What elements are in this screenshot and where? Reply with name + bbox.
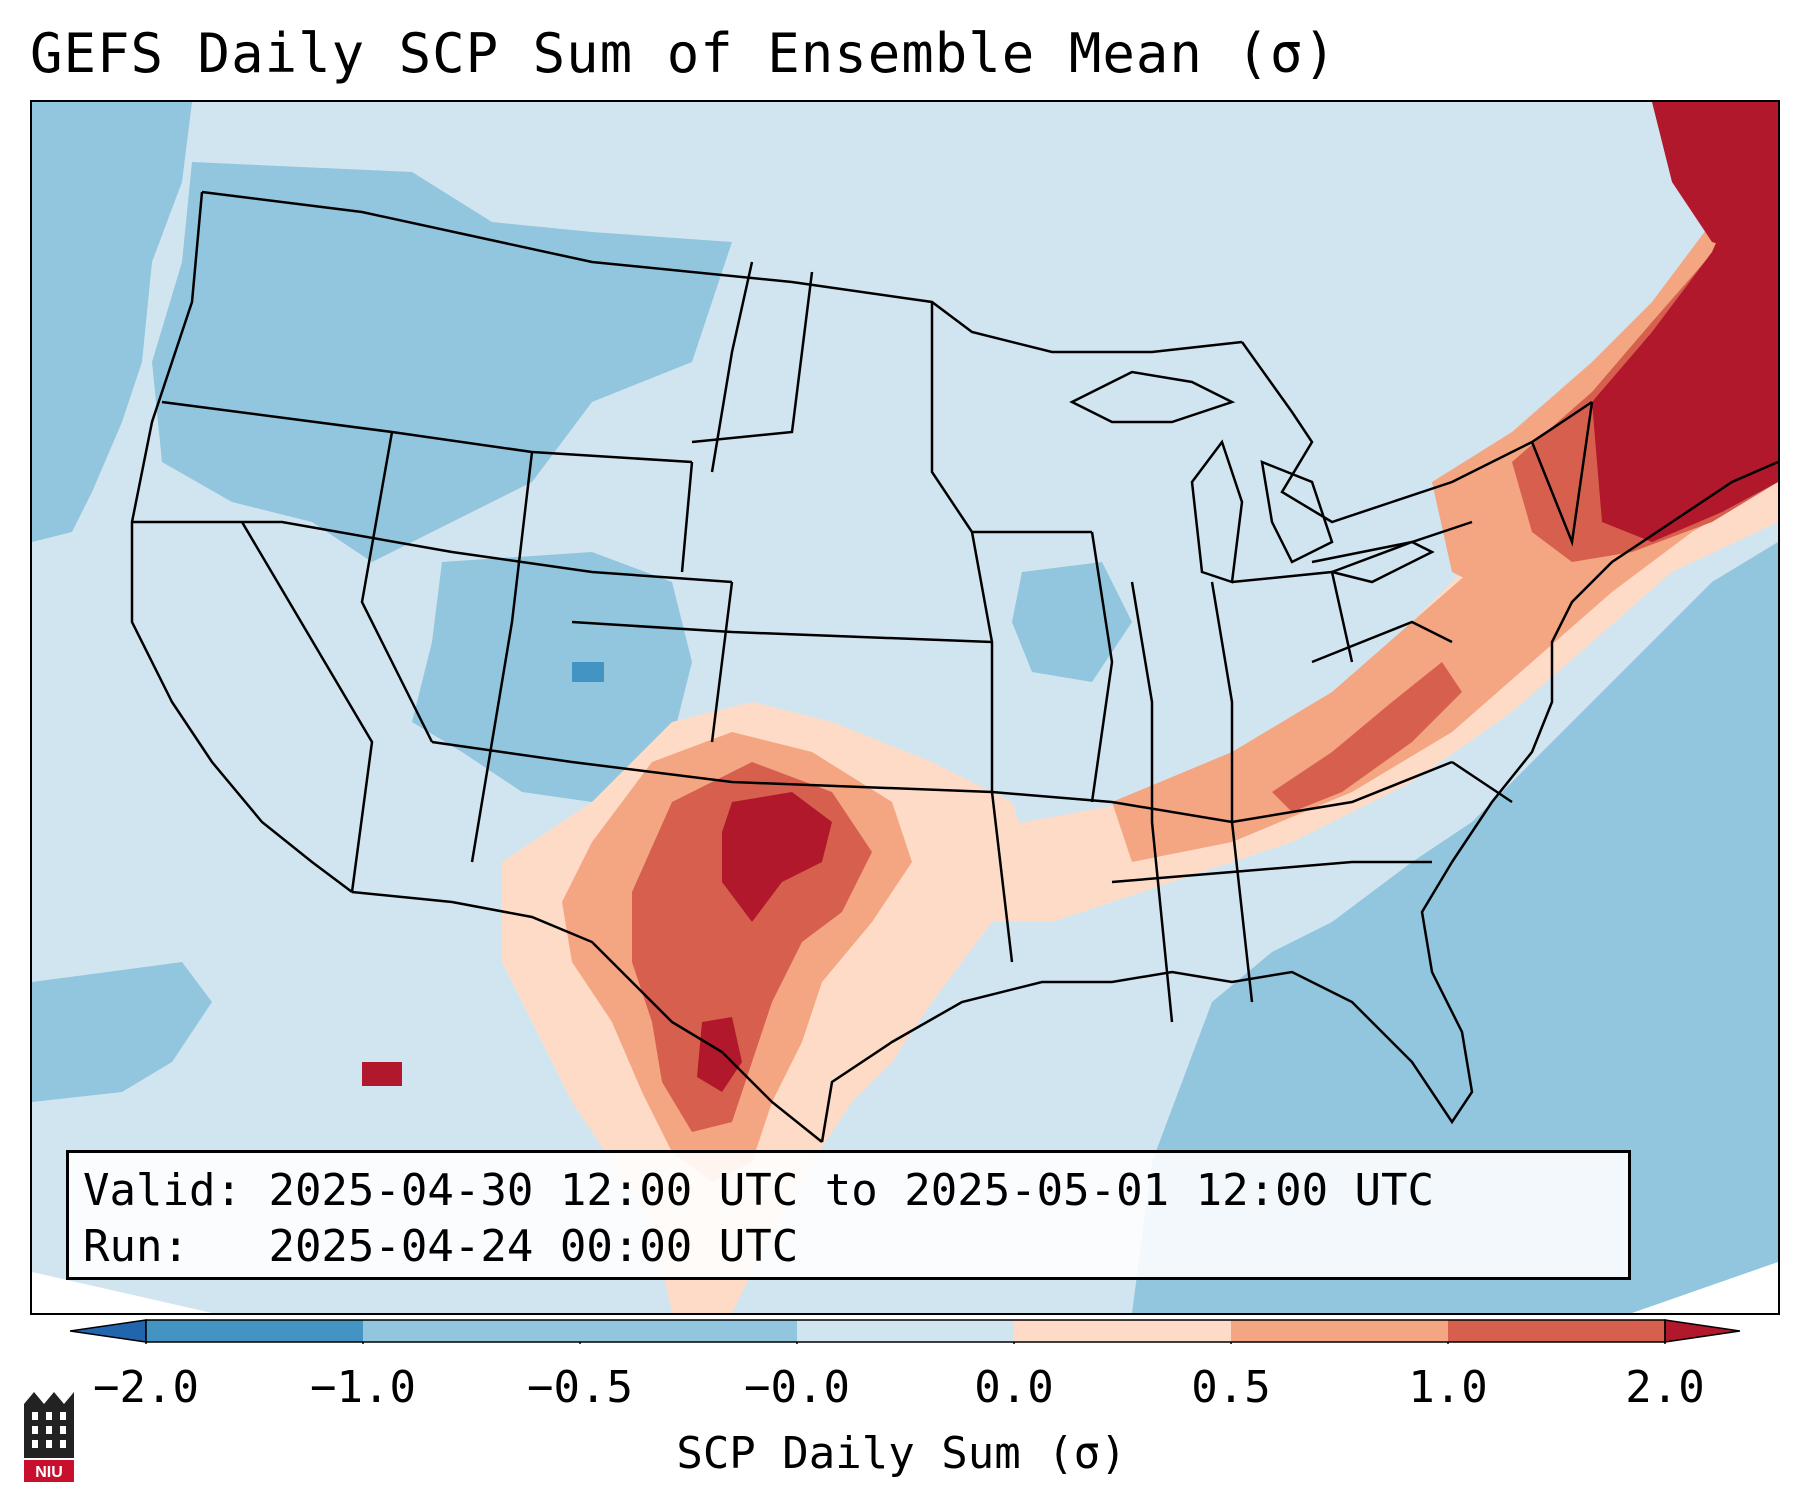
- south-texas-maximum: [697, 1017, 742, 1092]
- gulf-atlantic-negative-anomaly: [1132, 542, 1778, 1313]
- niu-logo: NIU: [24, 1392, 74, 1482]
- colorbar-frame: [145, 1319, 1666, 1343]
- colorbar-bin-2: [363, 1320, 580, 1342]
- valid-row: Valid: 2025-04-30 12:00 UTC to 2025-05-0…: [83, 1163, 1614, 1219]
- run-value: 2025-04-24 00:00 UTC: [268, 1221, 799, 1272]
- northeast-top-maximum: [1652, 102, 1778, 262]
- colorbar-bin-3: [580, 1320, 797, 1342]
- colorbar-extend-max: [1664, 1319, 1740, 1343]
- ohio-valley-strong-positive: [1272, 662, 1462, 812]
- colorbar-bin-6: [1231, 1320, 1448, 1342]
- logo-windows: [32, 1412, 66, 1448]
- off-projection-corner: [32, 1272, 212, 1313]
- baja-maximum-spot: [362, 1062, 402, 1086]
- colorbar-bin-1: [146, 1320, 363, 1342]
- map-canvas: [32, 102, 1778, 1313]
- colorbar-tick-0: −2.0: [93, 1362, 199, 1413]
- off-projection-corner-right: [1632, 1262, 1778, 1313]
- valid-label: Valid:: [83, 1165, 242, 1216]
- colorbar-tick-6: 1.0: [1408, 1362, 1488, 1413]
- colorbar-bin-4: [797, 1320, 1014, 1342]
- rockies-negative-anomaly: [412, 552, 692, 802]
- great-lakes: [1069, 370, 1435, 584]
- southern-plains-maximum: [722, 792, 832, 922]
- run-label: Run:: [83, 1221, 189, 1272]
- gulf-west-negative-anomaly: [1262, 922, 1432, 1032]
- colorbar-bin-5: [1014, 1320, 1231, 1342]
- colorbar-tick-2: −0.5: [527, 1362, 633, 1413]
- valid-value: 2025-04-30 12:00 UTC to 2025-05-01 12:00…: [268, 1165, 1435, 1216]
- colorbar-tick-4: 0.0: [974, 1362, 1054, 1413]
- colorbar-bin-7: [1448, 1320, 1665, 1342]
- colorbar-tick-1: −1.0: [310, 1362, 416, 1413]
- logo-text: NIU: [35, 1464, 63, 1481]
- pacific-negative-anomaly: [32, 102, 192, 542]
- colorbar-tick-7: 2.0: [1625, 1362, 1705, 1413]
- colorbar-tick-5: 0.5: [1191, 1362, 1271, 1413]
- logo-banner: [24, 1460, 74, 1482]
- colorado-negative-spot: [572, 662, 604, 682]
- colorbar: [70, 1319, 1740, 1344]
- valid-run-info-box: Valid: 2025-04-30 12:00 UTC to 2025-05-0…: [66, 1150, 1631, 1280]
- map-panel: [30, 100, 1780, 1315]
- map-title: GEFS Daily SCP Sum of Ensemble Mean (σ): [30, 22, 1337, 85]
- pacific-sw-negative-anomaly: [32, 962, 212, 1102]
- logo-battlement: [24, 1392, 74, 1404]
- state-boundaries: [130, 190, 1778, 1143]
- colorbar-label: SCP Daily Sum (σ): [676, 1428, 1127, 1479]
- colorbar-tick-3: −0.0: [744, 1362, 850, 1413]
- run-row: Run: 2025-04-24 00:00 UTC: [83, 1219, 1614, 1275]
- colorbar-extend-min: [70, 1319, 147, 1343]
